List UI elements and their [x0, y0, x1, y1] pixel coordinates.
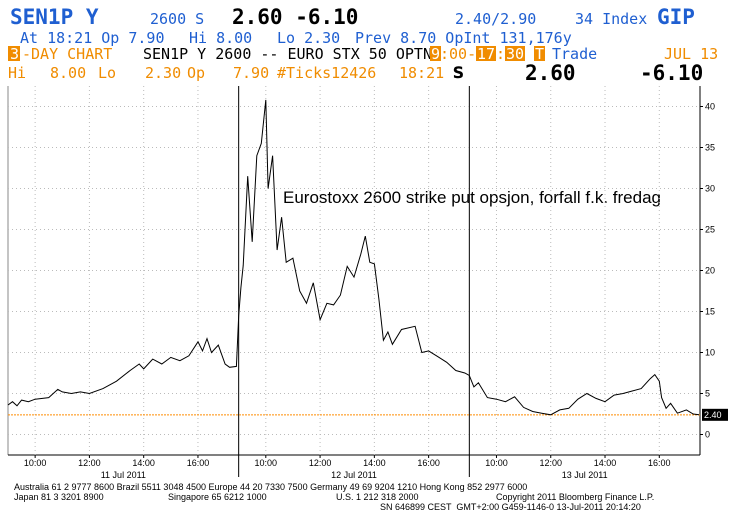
footer-text: Copyright 2011 Bloomberg Finance L.P. — [496, 492, 654, 502]
x-tick-label: 12:00 — [78, 458, 101, 468]
field-box — [8, 46, 20, 61]
price-change: 2.60 -6.10 — [232, 5, 358, 29]
last-price: 2.60 — [525, 61, 576, 85]
y-tick-label: 0 — [705, 430, 710, 440]
stat-value: 2.30 — [145, 64, 181, 82]
time: 18:21 — [399, 64, 444, 82]
settle-flag: s — [452, 59, 465, 83]
x-tick-label: 12:00 — [539, 458, 562, 468]
type-label: Trade — [552, 45, 597, 63]
x-tick-label: 16:00 — [417, 458, 440, 468]
x-tick-label: 10:00 — [255, 458, 278, 468]
y-tick-label: 40 — [705, 102, 715, 112]
quote-info: Hi 8.00 — [189, 29, 252, 47]
footer-text: Australia 61 2 9777 8600 Brazil 5511 304… — [14, 482, 527, 492]
quote-info: Lo 2.30 — [277, 29, 340, 47]
x-tick-label: 14:00 — [132, 458, 155, 468]
field-box — [430, 46, 441, 61]
time-field[interactable]: 17 — [477, 45, 495, 63]
strike: 2600 S — [150, 10, 204, 28]
stat-label: Lo — [98, 64, 116, 82]
footer-text: Japan 81 3 3201 8900 — [14, 492, 104, 502]
date-label: JUL 13 — [664, 45, 718, 63]
quote-info: At 18:21 Op 7.90 — [20, 29, 165, 47]
quote-info: Prev 8.70 OpInt 131,176y — [355, 29, 572, 47]
function: GIP — [657, 5, 695, 29]
y-tick-label: 30 — [705, 184, 715, 194]
chart: Eurostoxx 2600 strike put opsjon, forfal… — [7, 86, 728, 480]
y-tick-label: 5 — [705, 389, 710, 399]
stat-value: 8.00 — [50, 64, 86, 82]
x-tick-label: 14:00 — [363, 458, 386, 468]
x-tick-label: 14:00 — [594, 458, 617, 468]
x-tick-label: 16:00 — [187, 458, 210, 468]
field-box — [476, 46, 496, 61]
x-tick-label: 10:00 — [485, 458, 508, 468]
stat-value: 7.90 — [233, 64, 269, 82]
date-label: 11 Jul 2011 — [101, 470, 146, 480]
reference-label: 2.40 — [704, 410, 722, 420]
time-sep: :00- — [440, 45, 476, 63]
y-tick-label: 25 — [705, 225, 715, 235]
field-box — [505, 46, 525, 61]
stat-label: Op — [187, 64, 205, 82]
header: SEN1P Y 2600 S 2.60 -6.10 2.40/2.90 34 I… — [8, 5, 718, 85]
ticks: #Ticks12426 — [277, 64, 376, 82]
date-label: 12 Jul 2011 — [331, 470, 377, 480]
net-change: -6.10 — [640, 61, 703, 85]
time-sep: : — [496, 45, 505, 63]
bid-ask: 2.40/2.90 — [455, 10, 536, 28]
ticker: SEN1P Y — [10, 5, 99, 29]
footer-text: Singapore 65 6212 1000 — [168, 492, 267, 502]
y-tick-label: 10 — [705, 348, 715, 358]
time-field[interactable]: 9 — [431, 45, 440, 63]
stat-label: Hi — [8, 64, 26, 82]
annotation: Eurostoxx 2600 strike put opsjon, forfal… — [283, 188, 661, 207]
price-line — [7, 99, 700, 416]
field-box — [534, 46, 545, 61]
footer-text: SN 646899 CEST GMT+2:00 G459-1146-0 13-J… — [380, 502, 641, 512]
x-tick-label: 10:00 — [24, 458, 47, 468]
index-label: 34 Index — [575, 10, 647, 28]
security-name: SEN1P Y 2600 -- EURO STX 50 OPTN — [143, 45, 432, 63]
days-field[interactable]: 3 — [10, 45, 19, 63]
type-field[interactable]: T — [535, 45, 544, 63]
y-tick-label: 15 — [705, 307, 715, 317]
footer-text: U.S. 1 212 318 2000 — [336, 492, 419, 502]
chart-label: -DAY CHART — [22, 45, 112, 63]
footer: Australia 61 2 9777 8600 Brazil 5511 304… — [14, 482, 654, 512]
x-tick-label: 12:00 — [309, 458, 332, 468]
reference-box — [702, 408, 728, 421]
y-tick-label: 20 — [705, 266, 715, 276]
date-label: 13 Jul 2011 — [562, 470, 608, 480]
y-tick-label: 35 — [705, 143, 715, 153]
time-field[interactable]: 30 — [506, 45, 524, 63]
x-tick-label: 16:00 — [648, 458, 671, 468]
